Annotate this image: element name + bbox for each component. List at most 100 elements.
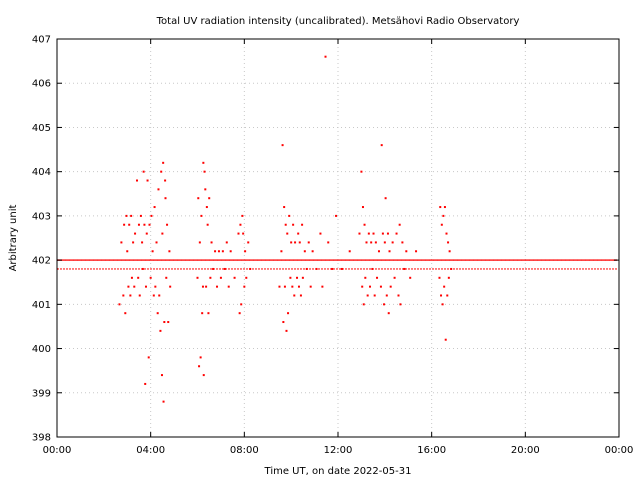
data-point (442, 214, 445, 217)
baseline-point (519, 268, 521, 270)
data-point (132, 241, 135, 244)
baseline-point (210, 268, 212, 270)
baseline-point (329, 259, 331, 261)
baseline-point (205, 259, 207, 261)
baseline-point (294, 268, 296, 270)
baseline-point (351, 259, 353, 261)
baseline-point (345, 268, 347, 270)
baseline-point (240, 268, 242, 270)
data-point (379, 285, 382, 288)
baseline-point (313, 259, 315, 261)
data-point (297, 232, 300, 235)
baseline-point (405, 268, 407, 270)
baseline-point (276, 268, 278, 270)
data-point (210, 241, 213, 244)
baseline-point (246, 268, 248, 270)
baseline-point (369, 259, 371, 261)
baseline-point (551, 259, 553, 261)
data-point (327, 241, 330, 244)
data-point (395, 232, 398, 235)
baseline-point (192, 268, 194, 270)
baseline-point (471, 259, 473, 261)
baseline-point (129, 268, 131, 270)
data-point (438, 276, 441, 279)
baseline-point (459, 268, 461, 270)
baseline-point (387, 268, 389, 270)
data-point (374, 241, 377, 244)
data-point (391, 241, 394, 244)
baseline-point (431, 259, 433, 261)
baseline-point (235, 259, 237, 261)
baseline-point (185, 259, 187, 261)
baseline-point (399, 268, 401, 270)
baseline-point (591, 268, 593, 270)
baseline-point (337, 259, 339, 261)
baseline-point (135, 259, 137, 261)
baseline-point (396, 268, 398, 270)
baseline-point (555, 268, 557, 270)
baseline-point (138, 268, 140, 270)
data-point (120, 241, 123, 244)
baseline-point (343, 259, 345, 261)
baseline-point (282, 268, 284, 270)
baseline-point (453, 259, 455, 261)
data-point (340, 267, 343, 270)
baseline-point (243, 259, 245, 261)
baseline-point (270, 268, 272, 270)
data-point (287, 312, 290, 315)
data-point (286, 232, 289, 235)
baseline-point (117, 259, 119, 261)
baseline-point (131, 259, 133, 261)
baseline-point (347, 259, 349, 261)
baseline-point (579, 259, 581, 261)
data-point (361, 285, 364, 288)
baseline-point (457, 259, 459, 261)
baseline-point (367, 259, 369, 261)
baseline-point (271, 259, 273, 261)
baseline-point (123, 259, 125, 261)
baseline-point (281, 259, 283, 261)
data-point (138, 294, 141, 297)
baseline-point (501, 268, 503, 270)
baseline-point (465, 259, 467, 261)
baseline-point (599, 259, 601, 261)
baseline-point (241, 259, 243, 261)
y-axis-label: Arbitrary unit (8, 205, 19, 272)
baseline-point (153, 268, 155, 270)
baseline-point (97, 259, 99, 261)
baseline-point (267, 259, 269, 261)
baseline-point (498, 268, 500, 270)
data-point (160, 374, 163, 377)
baseline-point (513, 268, 515, 270)
baseline-point (252, 268, 254, 270)
baseline-point (505, 259, 507, 261)
baseline-point (342, 268, 344, 270)
data-point (309, 285, 312, 288)
data-point (311, 250, 314, 253)
baseline-point (203, 259, 205, 261)
baseline-point (300, 268, 302, 270)
baseline-point (477, 259, 479, 261)
data-point (163, 321, 166, 324)
baseline-point (612, 268, 614, 270)
data-point (200, 214, 203, 217)
data-point (358, 232, 361, 235)
baseline-point (102, 268, 104, 270)
data-point (381, 232, 384, 235)
baseline-point (159, 259, 161, 261)
data-point (164, 179, 167, 182)
baseline-point (167, 259, 169, 261)
data-point (244, 250, 247, 253)
baseline-point (515, 259, 517, 261)
data-point (363, 223, 366, 226)
baseline-point (288, 268, 290, 270)
baseline-point (493, 259, 495, 261)
baseline-point (573, 268, 575, 270)
data-point (439, 206, 442, 209)
baseline-point (231, 268, 233, 270)
baseline-point (120, 268, 122, 270)
baseline-point (537, 259, 539, 261)
data-point (283, 285, 286, 288)
baseline-point (381, 268, 383, 270)
data-point (145, 232, 148, 235)
